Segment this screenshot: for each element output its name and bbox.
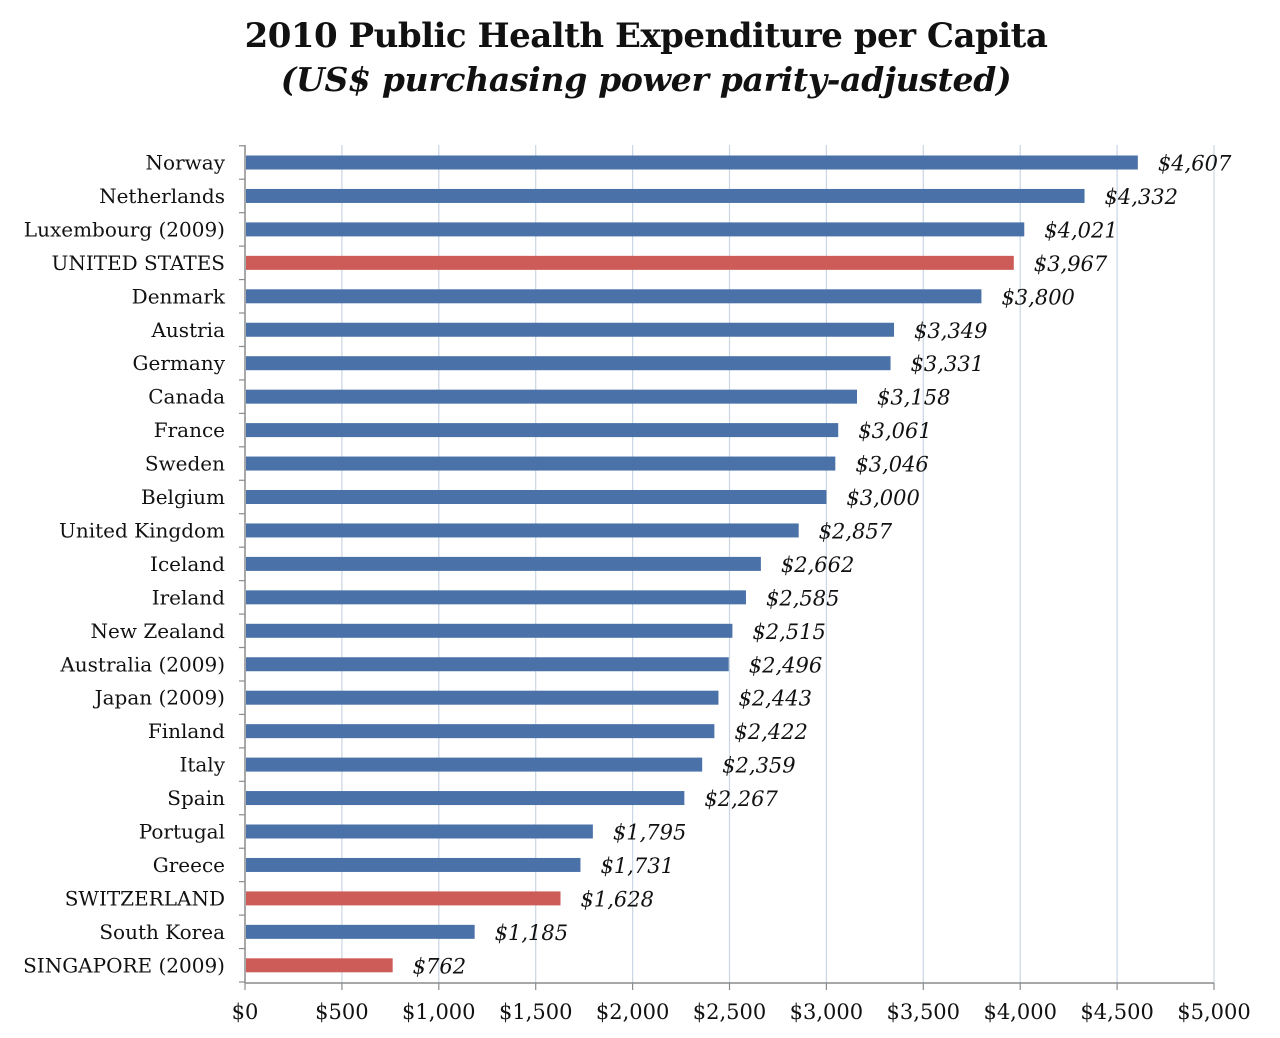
bar-austria	[246, 322, 895, 337]
bar-portugal	[246, 824, 593, 839]
category-label-netherlands: Netherlands	[99, 184, 225, 208]
bar-belgium	[246, 490, 827, 504]
bar-france	[246, 423, 839, 438]
category-label-luxembourg-2009: Luxembourg (2009)	[24, 217, 225, 241]
value-label-south-korea: $1,185	[495, 921, 568, 945]
x-tick-label: $4,500	[1080, 1000, 1153, 1024]
value-label-norway: $4,607	[1158, 152, 1232, 176]
bar-netherlands	[246, 188, 1085, 203]
value-label-netherlands: $4,332	[1105, 185, 1178, 209]
bar-denmark	[246, 289, 982, 304]
x-tick-label: $4,000	[983, 1000, 1056, 1024]
category-label-portugal: Portugal	[139, 820, 225, 844]
value-label-portugal: $1,795	[613, 821, 686, 845]
value-label-canada: $3,158	[877, 386, 950, 410]
value-label-france: $3,061	[858, 419, 931, 443]
bar-greece	[246, 857, 581, 872]
bar-japan-2009	[246, 690, 719, 705]
value-label-germany: $3,331	[911, 352, 984, 376]
category-label-norway: Norway	[146, 151, 226, 175]
value-label-greece: $1,731	[600, 854, 673, 878]
value-label-ireland: $2,585	[766, 586, 839, 610]
category-label-sweden: Sweden	[145, 452, 225, 476]
x-tick-label: $1,000	[402, 1000, 475, 1024]
category-label-belgium: Belgium	[141, 485, 225, 509]
category-label-new-zealand: New Zealand	[91, 619, 226, 643]
x-tick-label: $3,000	[790, 1000, 863, 1024]
category-label-austria: Austria	[150, 318, 225, 342]
bar-norway	[246, 155, 1138, 170]
bar-canada	[246, 389, 858, 404]
x-tick-labels: $0 $500 $1,000 $1,500 $2,000 $2,500 $3,000 $3,5…	[232, 1000, 1251, 1024]
category-label-switzerland: SWITZERLAND	[65, 886, 225, 910]
value-labels: $4,607 $4,332 $4,021 $3,967 $3,800 $3,349 $3,3…	[413, 152, 1232, 979]
value-label-singapore-2009: $762	[413, 954, 466, 978]
bars	[246, 155, 1138, 973]
value-label-luxembourg-2009: $4,021	[1044, 218, 1117, 242]
value-label-new-zealand: $2,515	[752, 620, 825, 644]
bar-sweden	[246, 456, 836, 471]
value-label-denmark: $3,800	[1001, 285, 1074, 309]
bar-luxembourg-2009	[246, 222, 1025, 237]
bar-germany	[246, 356, 891, 371]
category-labels: Norway Netherlands Luxembourg (2009) UNITED…	[23, 151, 226, 978]
bar-australia-2009	[246, 657, 729, 672]
category-label-germany: Germany	[133, 351, 226, 375]
value-label-japan-2009: $2,443	[738, 687, 811, 711]
value-label-italy: $2,359	[722, 754, 795, 778]
value-label-united-states: $3,967	[1034, 252, 1108, 276]
value-label-sweden: $3,046	[855, 453, 928, 477]
category-label-united-states: UNITED STATES	[51, 251, 225, 275]
bar-south-korea	[246, 924, 475, 939]
x-tick-label: $2,500	[693, 1000, 766, 1024]
value-label-austria: $3,349	[914, 319, 987, 343]
bar-switzerland	[246, 891, 561, 906]
category-label-united-kingdom: United Kingdom	[59, 518, 225, 542]
category-label-denmark: Denmark	[132, 284, 226, 308]
category-label-japan-2009: Japan (2009)	[93, 686, 225, 710]
bar-singapore-2009	[246, 958, 393, 973]
value-label-spain: $2,267	[704, 787, 778, 811]
category-label-finland: Finland	[148, 719, 225, 743]
bar-iceland	[246, 556, 761, 571]
category-label-greece: Greece	[153, 853, 225, 877]
value-label-finland: $2,422	[734, 720, 807, 744]
bar-united-states	[246, 255, 1014, 270]
bar-finland	[246, 724, 715, 739]
chart-title: 2010 Public Health Expenditure per Capit…	[244, 16, 1048, 56]
value-label-united-kingdom: $2,857	[819, 519, 893, 543]
x-tick-label: $500	[315, 1000, 368, 1024]
category-label-spain: Spain	[167, 786, 225, 810]
chart-subtitle: (US$ purchasing power parity-adjusted)	[280, 60, 1012, 99]
bar-united-kingdom	[246, 523, 799, 538]
value-label-australia-2009: $2,496	[749, 653, 822, 677]
x-tick-label: $2,000	[596, 1000, 669, 1024]
category-label-australia-2009: Australia (2009)	[59, 652, 225, 676]
value-label-belgium: $3,000	[846, 486, 919, 510]
value-label-switzerland: $1,628	[581, 887, 654, 911]
category-label-canada: Canada	[148, 385, 225, 409]
x-tick-label: $1,500	[499, 1000, 572, 1024]
bar-ireland	[246, 590, 746, 605]
x-tick-label: $5,000	[1177, 1000, 1250, 1024]
axes	[239, 145, 1215, 990]
bar-spain	[246, 791, 685, 806]
x-tick-label: $0	[232, 1000, 259, 1024]
bar-italy	[246, 757, 703, 772]
category-label-south-korea: South Korea	[99, 920, 225, 944]
x-tick-label: $3,500	[887, 1000, 960, 1024]
bar-new-zealand	[246, 623, 733, 638]
category-label-singapore-2009: SINGAPORE (2009)	[23, 953, 225, 977]
category-label-france: France	[154, 418, 225, 442]
category-label-iceland: Iceland	[150, 552, 225, 576]
category-label-italy: Italy	[179, 753, 225, 777]
value-label-iceland: $2,662	[781, 553, 854, 577]
category-label-ireland: Ireland	[152, 585, 225, 609]
